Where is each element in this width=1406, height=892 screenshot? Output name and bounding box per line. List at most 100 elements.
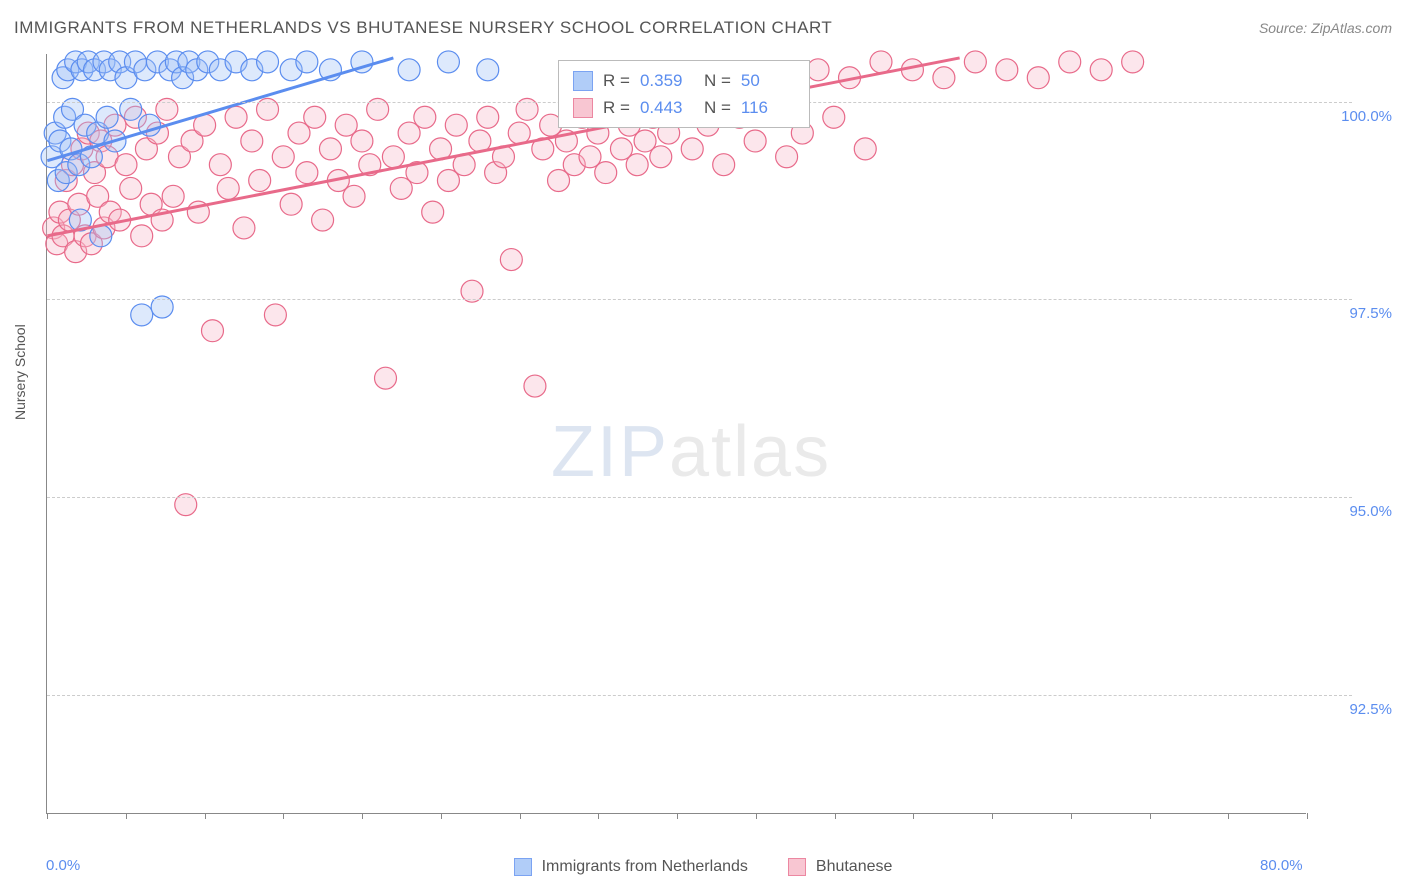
- data-point: [249, 170, 271, 192]
- data-point: [807, 59, 829, 81]
- legend-label: Immigrants from Netherlands: [542, 858, 748, 876]
- data-point: [131, 225, 153, 247]
- y-tick-label: 100.0%: [1341, 108, 1392, 125]
- data-point: [414, 106, 436, 128]
- data-point: [964, 51, 986, 73]
- data-point: [241, 130, 263, 152]
- r-value: 0.443: [640, 94, 694, 121]
- x-tick: [835, 813, 836, 819]
- data-point: [933, 67, 955, 89]
- data-point: [382, 146, 404, 168]
- data-point: [1027, 67, 1049, 89]
- data-point: [437, 51, 459, 73]
- data-point: [351, 130, 373, 152]
- x-tick: [598, 813, 599, 819]
- x-tick: [362, 813, 363, 819]
- data-point: [217, 177, 239, 199]
- data-point: [120, 177, 142, 199]
- data-point: [375, 367, 397, 389]
- x-tick: [126, 813, 127, 819]
- stats-row: R = 0.443 N = 116: [573, 94, 795, 121]
- x-tick: [47, 813, 48, 819]
- n-label: N =: [704, 94, 731, 121]
- data-point: [1059, 51, 1081, 73]
- y-tick-label: 92.5%: [1349, 701, 1392, 718]
- data-point: [115, 154, 137, 176]
- gridline: [47, 299, 1352, 300]
- data-point: [233, 217, 255, 239]
- chart-plot-area: ZIPatlas: [46, 54, 1306, 814]
- data-point: [776, 146, 798, 168]
- x-tick: [1071, 813, 1072, 819]
- data-point: [343, 185, 365, 207]
- legend-swatch: [788, 858, 806, 876]
- x-tick: [283, 813, 284, 819]
- x-tick: [756, 813, 757, 819]
- x-tick: [992, 813, 993, 819]
- data-point: [681, 138, 703, 160]
- data-point: [823, 106, 845, 128]
- legend-swatch: [514, 858, 532, 876]
- x-tick-label: 80.0%: [1260, 857, 1303, 874]
- n-value: 116: [741, 94, 795, 121]
- data-point: [319, 138, 341, 160]
- data-point: [209, 154, 231, 176]
- x-tick: [441, 813, 442, 819]
- x-tick: [677, 813, 678, 819]
- gridline: [47, 695, 1352, 696]
- chart-svg: [47, 54, 1306, 813]
- data-point: [398, 59, 420, 81]
- data-point: [96, 106, 118, 128]
- data-point: [650, 146, 672, 168]
- x-tick: [1228, 813, 1229, 819]
- data-point: [500, 249, 522, 271]
- data-point: [202, 320, 224, 342]
- data-point: [296, 51, 318, 73]
- data-point: [162, 185, 184, 207]
- data-point: [713, 154, 735, 176]
- data-point: [422, 201, 444, 223]
- y-tick-label: 97.5%: [1349, 305, 1392, 322]
- y-axis-label: Nursery School: [12, 324, 28, 420]
- data-point: [626, 154, 648, 176]
- x-tick-label: 0.0%: [46, 857, 80, 874]
- legend-label: Bhutanese: [816, 858, 893, 876]
- legend-swatch: [573, 71, 593, 91]
- data-point: [264, 304, 286, 326]
- x-tick: [1150, 813, 1151, 819]
- legend-item: Bhutanese: [788, 858, 893, 876]
- data-point: [1122, 51, 1144, 73]
- data-point: [744, 130, 766, 152]
- n-label: N =: [704, 67, 731, 94]
- r-label: R =: [603, 67, 630, 94]
- source-credit: Source: ZipAtlas.com: [1259, 20, 1392, 36]
- data-point: [131, 304, 153, 326]
- data-point: [595, 162, 617, 184]
- x-tick: [205, 813, 206, 819]
- data-point: [524, 375, 546, 397]
- data-point: [870, 51, 892, 73]
- legend-swatch: [573, 98, 593, 118]
- data-point: [477, 106, 499, 128]
- r-label: R =: [603, 94, 630, 121]
- x-tick: [1307, 813, 1308, 819]
- stats-row: R = 0.359 N = 50: [573, 67, 795, 94]
- y-tick-label: 95.0%: [1349, 503, 1392, 520]
- chart-title: IMMIGRANTS FROM NETHERLANDS VS BHUTANESE…: [14, 18, 832, 38]
- data-point: [272, 146, 294, 168]
- bottom-legend: Immigrants from Netherlands Bhutanese: [0, 858, 1406, 876]
- data-point: [445, 114, 467, 136]
- data-point: [1090, 59, 1112, 81]
- n-value: 50: [741, 67, 795, 94]
- data-point: [854, 138, 876, 160]
- data-point: [296, 162, 318, 184]
- data-point: [257, 51, 279, 73]
- x-tick: [913, 813, 914, 819]
- data-point: [280, 193, 302, 215]
- data-point: [508, 122, 530, 144]
- r-value: 0.359: [640, 67, 694, 94]
- gridline: [47, 497, 1352, 498]
- x-tick: [520, 813, 521, 819]
- data-point: [312, 209, 334, 231]
- data-point: [477, 59, 499, 81]
